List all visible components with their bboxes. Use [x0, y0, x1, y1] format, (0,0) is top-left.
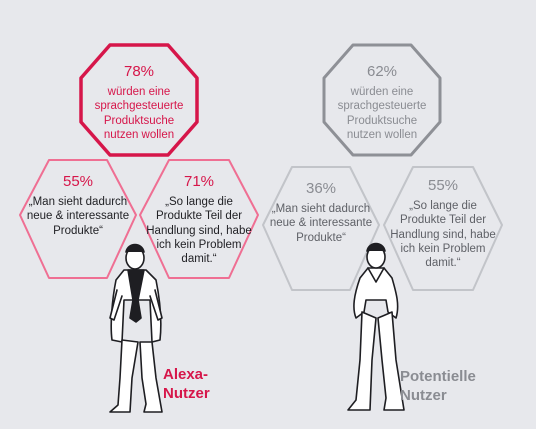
potential-left-percent: 36%	[305, 180, 337, 197]
alexa-top-description: würden eine sprachgesteuerte Produktsuch…	[94, 85, 184, 141]
hex-alexa-left	[19, 159, 137, 279]
potential-top-description: würden eine sprachgesteuerte Produktsuch…	[337, 85, 427, 141]
hex-potential-top	[322, 43, 442, 157]
hex-potential-right	[383, 166, 503, 291]
potential-user-figure	[347, 242, 405, 411]
potential-left-text: 36% „Man sieht dadurch neue & interessan…	[265, 180, 377, 245]
potential-right-text: 55% „So lange die Produkte Teil der Hand…	[386, 177, 500, 271]
alexa-top-percent: 78%	[123, 63, 155, 80]
alexa-right-percent: 71%	[183, 173, 215, 190]
alexa-left-percent: 55%	[62, 173, 94, 190]
hex-potential-left	[262, 166, 380, 291]
potential-right-percent: 55%	[427, 177, 459, 194]
alexa-right-quote: „So lange die Produkte Teil der Handlung…	[146, 195, 252, 266]
potential-right-quote: „So lange die Produkte Teil der Handlung…	[390, 199, 496, 270]
alexa-user-label: Alexa- Nutzer	[163, 366, 210, 402]
alexa-left-quote: „Man sieht dadurch neue & interessante P…	[26, 195, 130, 237]
alexa-user-figure	[109, 243, 163, 413]
hex-alexa-right	[139, 159, 259, 279]
potential-top-text: 62% würden eine sprachgesteuerte Produkt…	[328, 63, 436, 142]
alexa-left-text: 55% „Man sieht dadurch neue & interessan…	[22, 173, 134, 238]
hex-alexa-top	[79, 43, 199, 157]
potential-top-percent: 62%	[366, 63, 398, 80]
potential-user-label: Potentielle Nutzer	[400, 368, 476, 404]
alexa-top-text: 78% würden eine sprachgesteuerte Produkt…	[85, 63, 193, 142]
alexa-right-text: 71% „So lange die Produkte Teil der Hand…	[142, 173, 256, 267]
potential-left-quote: „Man sieht dadurch neue & interessante P…	[269, 202, 373, 244]
